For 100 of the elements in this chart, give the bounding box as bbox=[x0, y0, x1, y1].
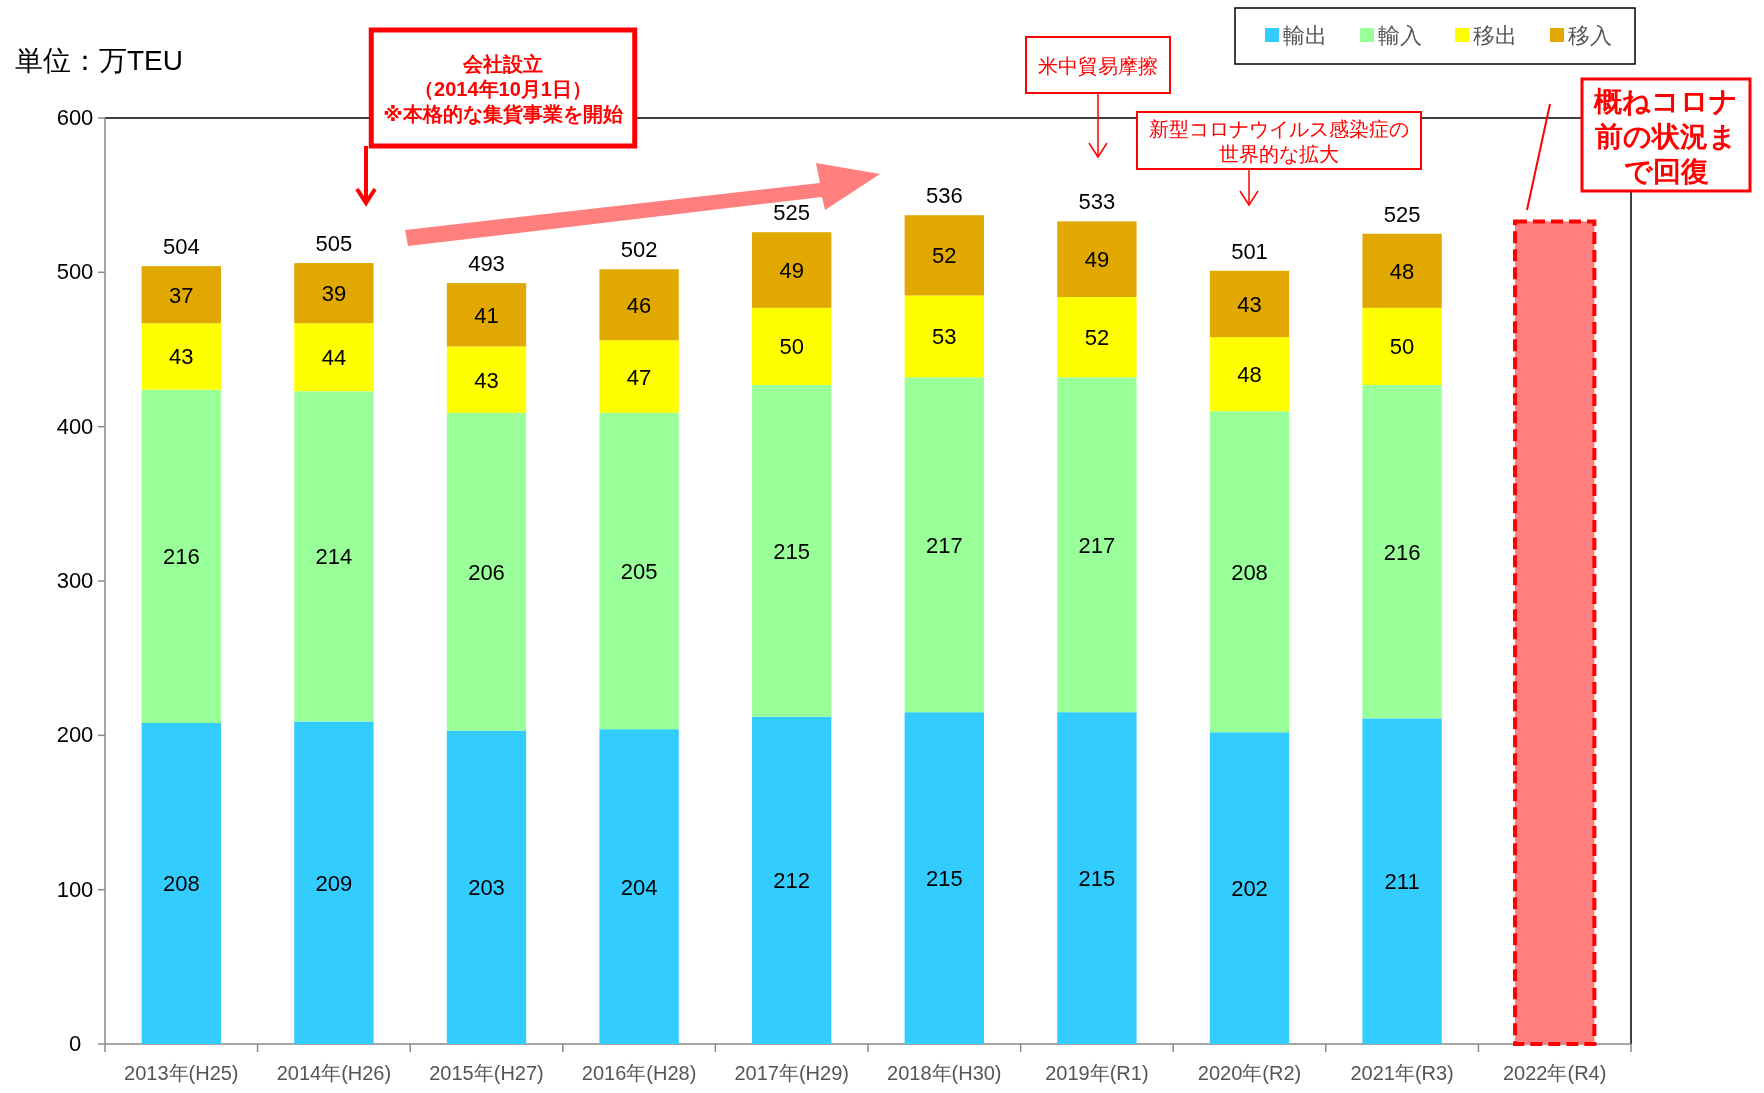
data-label: 217 bbox=[1078, 532, 1116, 558]
x-tick-label: 2015年(H27) bbox=[429, 1062, 544, 1084]
data-label: 48 bbox=[1389, 258, 1415, 284]
bar bbox=[1209, 270, 1290, 338]
legend-label: 移入 bbox=[1568, 23, 1612, 48]
data-label: 43 bbox=[474, 367, 499, 393]
total-label: 493 bbox=[468, 251, 505, 277]
bar bbox=[752, 232, 832, 308]
bar bbox=[1362, 233, 1442, 308]
data-label: 41 bbox=[474, 302, 499, 328]
x-tick-label: 2020年(R2) bbox=[1197, 1062, 1302, 1084]
y-tick-label: 100 bbox=[56, 876, 94, 902]
data-label: 215 bbox=[925, 866, 963, 892]
legend-label: 輸出 bbox=[1283, 23, 1327, 48]
text: 単位：万TEU bbox=[15, 45, 183, 76]
bar bbox=[599, 340, 679, 413]
annotation: 概ねコロナ前の状況まで回復 bbox=[1593, 85, 1738, 187]
legend-label: 移出 bbox=[1473, 23, 1517, 48]
x-tick-label: 2022年(R4) bbox=[1503, 1062, 1607, 1084]
bar bbox=[446, 412, 527, 731]
data-label: 43 bbox=[169, 344, 194, 370]
x-tick-label: 2019年(R1) bbox=[1045, 1062, 1149, 1084]
bar bbox=[904, 712, 984, 1044]
total-label: 536 bbox=[925, 183, 963, 209]
y-tick-label: 0 bbox=[68, 1031, 82, 1056]
data-label: 52 bbox=[932, 243, 957, 269]
data-label: 215 bbox=[773, 538, 811, 564]
data-label: 202 bbox=[1231, 876, 1268, 902]
data-label: 209 bbox=[315, 870, 353, 896]
bar bbox=[1209, 411, 1290, 733]
data-label: 214 bbox=[315, 544, 353, 570]
bar bbox=[1057, 377, 1137, 713]
bar bbox=[141, 323, 221, 390]
data-label: 49 bbox=[1084, 247, 1110, 273]
bar bbox=[1057, 712, 1137, 1044]
data-label: 44 bbox=[321, 345, 347, 371]
x-tick-label: 2021年(R3) bbox=[1350, 1062, 1454, 1084]
data-label: 216 bbox=[1383, 539, 1421, 565]
total-label: 504 bbox=[162, 234, 200, 260]
data-label: 43 bbox=[1237, 291, 1262, 317]
bar bbox=[294, 263, 374, 324]
bar bbox=[904, 377, 984, 713]
bar bbox=[599, 729, 679, 1044]
data-label: 203 bbox=[468, 875, 505, 901]
data-label: 37 bbox=[169, 282, 194, 308]
bar bbox=[599, 269, 679, 341]
data-label: 208 bbox=[1231, 559, 1268, 585]
y-tick-label: 500 bbox=[56, 259, 94, 285]
total-label: 525 bbox=[1383, 201, 1421, 227]
bar bbox=[1057, 221, 1137, 298]
data-label: 39 bbox=[321, 281, 347, 307]
bar bbox=[446, 730, 527, 1044]
data-label: 50 bbox=[1389, 334, 1415, 360]
y-tick-label: 300 bbox=[56, 568, 94, 593]
data-label: 211 bbox=[1384, 869, 1420, 895]
x-tick-label: 2013年(H25) bbox=[124, 1062, 239, 1084]
bar bbox=[752, 307, 832, 385]
total-label: 533 bbox=[1078, 189, 1116, 215]
bar bbox=[752, 385, 832, 717]
bar bbox=[1362, 718, 1442, 1044]
data-label: 208 bbox=[162, 871, 200, 897]
bar bbox=[446, 346, 527, 413]
data-label: 206 bbox=[468, 559, 505, 585]
data-label: 50 bbox=[779, 334, 804, 360]
data-label: 52 bbox=[1084, 325, 1110, 351]
bar bbox=[904, 215, 984, 296]
bar bbox=[294, 721, 374, 1044]
y-tick-label: 400 bbox=[56, 413, 94, 439]
total-label: 505 bbox=[315, 231, 353, 257]
bar bbox=[294, 391, 374, 722]
data-label: 217 bbox=[925, 532, 963, 558]
total-label: 501 bbox=[1231, 238, 1268, 264]
data-label: 216 bbox=[162, 544, 200, 570]
data-label: 53 bbox=[932, 324, 957, 350]
data-label: 48 bbox=[1237, 362, 1262, 388]
total-label: 502 bbox=[620, 237, 658, 263]
bar bbox=[904, 295, 984, 378]
y-tick-label: 200 bbox=[56, 722, 94, 748]
data-label: 205 bbox=[620, 558, 658, 584]
data-label: 204 bbox=[620, 874, 658, 900]
x-tick-label: 2018年(H30) bbox=[887, 1062, 1002, 1084]
bar bbox=[1057, 297, 1137, 378]
data-label: 49 bbox=[779, 258, 804, 284]
legend-label: 輸入 bbox=[1378, 23, 1422, 48]
x-tick-label: 2016年(H28) bbox=[581, 1062, 697, 1084]
total-label: 525 bbox=[773, 200, 811, 226]
bar bbox=[1209, 337, 1290, 412]
data-label: 212 bbox=[773, 868, 811, 894]
bar bbox=[752, 716, 832, 1044]
x-tick-label: 2014年(H26) bbox=[276, 1062, 392, 1084]
data-label: 46 bbox=[626, 292, 652, 318]
bar bbox=[1362, 307, 1442, 385]
bar bbox=[141, 266, 221, 324]
x-tick-label: 2017年(H29) bbox=[734, 1062, 849, 1084]
bar bbox=[141, 389, 221, 723]
bar bbox=[599, 412, 679, 730]
bar bbox=[1209, 732, 1290, 1044]
data-label: 47 bbox=[626, 364, 652, 390]
annotation: 新型コロナウイルス感染症の世界的な拡大 bbox=[1149, 117, 1409, 165]
bar bbox=[1362, 385, 1442, 719]
